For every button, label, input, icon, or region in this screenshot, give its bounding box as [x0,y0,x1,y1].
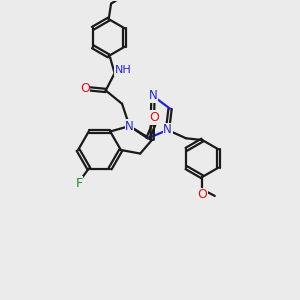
Text: O: O [149,111,159,124]
Text: F: F [75,177,82,190]
Text: NH: NH [115,65,131,75]
Text: N: N [125,120,134,133]
Text: N: N [148,89,157,102]
Text: N: N [163,124,172,136]
Text: O: O [197,188,207,201]
Text: O: O [80,82,90,95]
